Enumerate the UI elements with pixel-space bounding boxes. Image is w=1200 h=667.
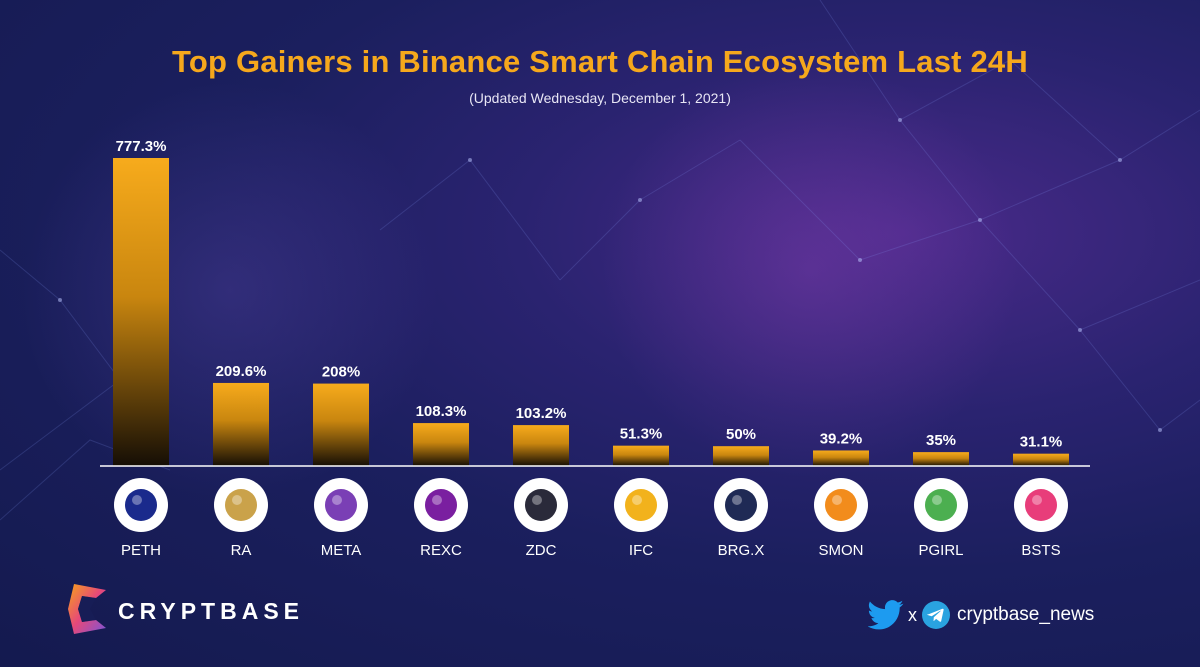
value-label: 108.3%	[416, 403, 467, 420]
value-label: 39.2%	[820, 430, 863, 447]
bar-rexc	[413, 423, 469, 466]
bar-zdc	[513, 425, 569, 466]
category-label: PETH	[121, 542, 161, 559]
value-label: 777.3%	[116, 138, 167, 155]
telegram-icon[interactable]	[921, 600, 951, 630]
category-label: REXC	[420, 542, 462, 559]
chart-subtitle: (Updated Wednesday, December 1, 2021)	[469, 90, 731, 106]
category-label: META	[321, 542, 362, 559]
bar-smon	[813, 450, 869, 466]
category-label: SMON	[819, 542, 864, 559]
category-label: PGIRL	[918, 542, 963, 559]
ifc-logo-icon	[614, 478, 668, 532]
meta-logo-icon	[314, 478, 368, 532]
rexc-logo-icon	[414, 478, 468, 532]
bar-ifc	[613, 445, 669, 466]
bar-peth	[113, 158, 169, 466]
brand-name: CRYPTBASE	[118, 598, 304, 624]
value-label: 208%	[322, 364, 360, 381]
category-label: IFC	[629, 542, 653, 559]
value-label: 50%	[726, 426, 756, 443]
value-label: 31.1%	[1020, 434, 1063, 451]
value-label: 51.3%	[620, 426, 663, 443]
category-label: BRG.X	[718, 542, 765, 559]
value-label: 35%	[926, 432, 956, 449]
brgx-logo-icon	[714, 478, 768, 532]
bar-ra	[213, 382, 269, 466]
social-separator: x	[908, 604, 917, 625]
pgirl-logo-icon	[914, 478, 968, 532]
smon-logo-icon	[814, 478, 868, 532]
bar-pgirl	[913, 452, 969, 466]
category-label: RA	[231, 542, 252, 559]
value-label: 103.2%	[516, 405, 567, 422]
twitter-icon[interactable]	[868, 600, 904, 630]
bsts-logo-icon	[1014, 478, 1068, 532]
cryptbase-logo-icon	[68, 584, 106, 634]
zdc-logo-icon	[514, 478, 568, 532]
peth-logo-icon	[114, 478, 168, 532]
category-label: ZDC	[526, 542, 557, 559]
social-handle[interactable]: cryptbase_news	[957, 604, 1095, 625]
ra-logo-icon	[214, 478, 268, 532]
value-label: 209.6%	[216, 363, 267, 380]
bar-bsts	[1013, 453, 1069, 466]
social-links: x cryptbase_news	[868, 598, 1094, 632]
chart-title: Top Gainers in Binance Smart Chain Ecosy…	[172, 44, 1028, 79]
category-label: BSTS	[1021, 542, 1060, 559]
bar-brgx	[713, 446, 769, 466]
bar-meta	[313, 383, 369, 466]
